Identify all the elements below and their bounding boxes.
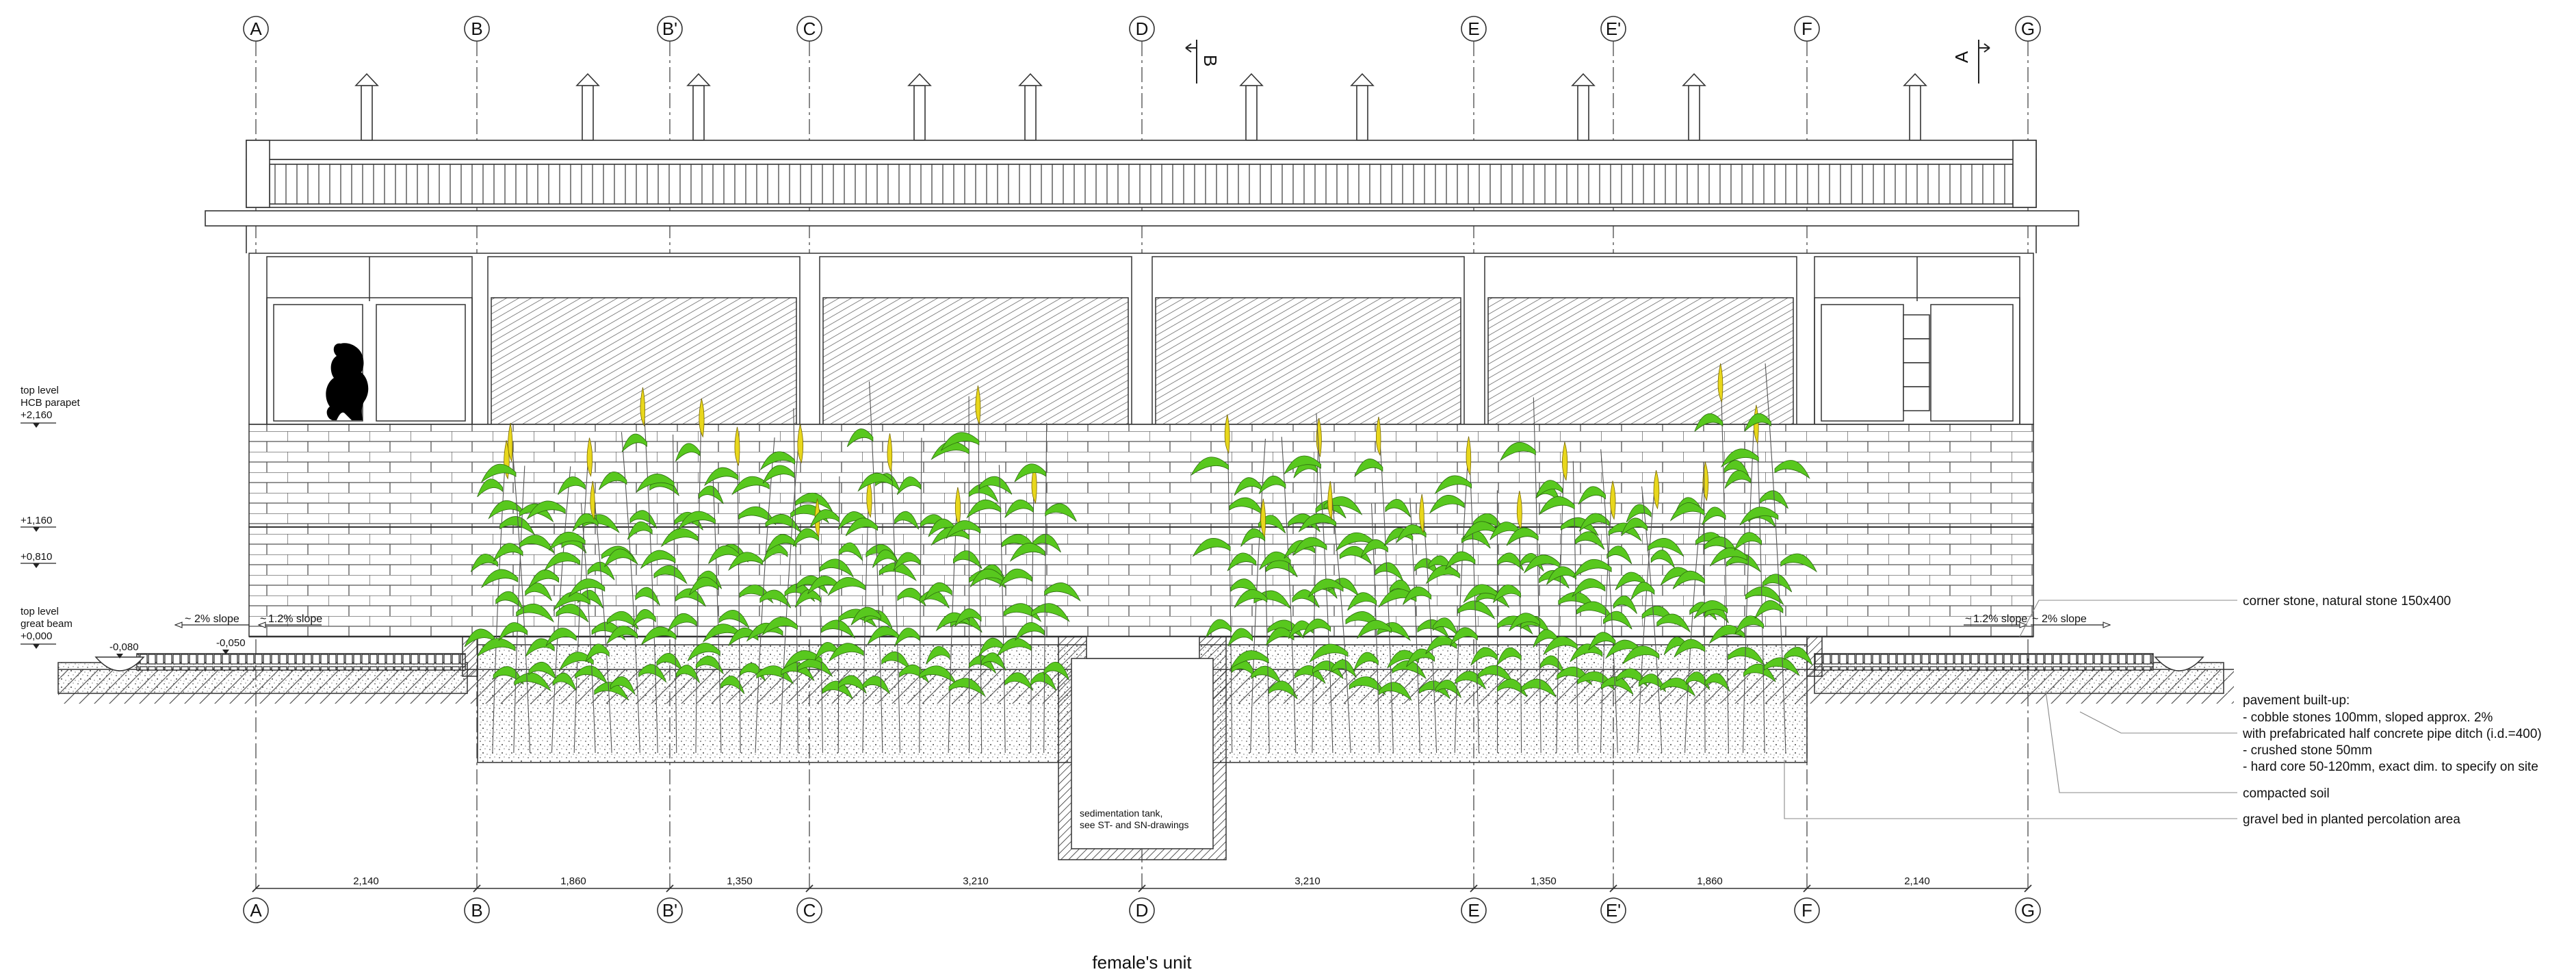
person-silhouette bbox=[326, 343, 369, 420]
dimension-a-b: 2,140 bbox=[353, 875, 379, 887]
svg-text:+1,160: +1,160 bbox=[21, 515, 52, 526]
grid-label-b-bottom: B bbox=[471, 900, 482, 921]
svg-text:2% slope: 2% slope bbox=[2042, 613, 2087, 625]
note-tank-2: see ST- and SN-drawings bbox=[1080, 819, 1189, 830]
note-gravel-bed: gravel bed in planted percolation area bbox=[2243, 812, 2460, 827]
level-ditch: -0,080 bbox=[109, 641, 139, 658]
note-compacted-soil: compacted soil bbox=[2243, 786, 2330, 801]
grid-labels-bottom: A B B' C D E E' F G bbox=[250, 900, 2035, 921]
svg-text:+0,000: +0,000 bbox=[21, 630, 52, 642]
dimension-d-e: 3,210 bbox=[1294, 875, 1320, 887]
grid-label-a-bottom: A bbox=[250, 900, 262, 921]
grid-label-b2-bottom: B' bbox=[662, 900, 677, 921]
note-pavement-title: pavement built-up: bbox=[2243, 693, 2350, 708]
level-great-beam: top level great beam +0,000 bbox=[21, 606, 73, 649]
grid-label-f: F bbox=[1801, 18, 1812, 39]
grid-label-c-bottom: C bbox=[803, 900, 816, 921]
roof-vents bbox=[354, 73, 1927, 141]
grid-label-g-bottom: G bbox=[2021, 900, 2035, 921]
svg-text:~: ~ bbox=[1965, 613, 1971, 625]
slope-left-inner: ~ 1.2% slope bbox=[257, 613, 322, 628]
grid-label-e-bottom: E bbox=[1468, 900, 1479, 921]
svg-text:2% slope: 2% slope bbox=[194, 613, 239, 625]
grid-label-d-bottom: D bbox=[1136, 900, 1149, 921]
svg-text:~: ~ bbox=[2032, 613, 2038, 625]
grid-label-g: G bbox=[2021, 18, 2035, 39]
dimension-e-e2: 1,350 bbox=[1531, 875, 1557, 887]
dimension-c-d: 3,210 bbox=[963, 875, 989, 887]
grid-label-a: A bbox=[250, 18, 262, 39]
grid-label-c: C bbox=[803, 18, 816, 39]
grid-label-e2-bottom: E' bbox=[1606, 900, 1621, 921]
svg-text:+2,160: +2,160 bbox=[21, 409, 52, 421]
note-pavement-1: - cobble stones 100mm, sloped approx. 2% bbox=[2243, 710, 2493, 725]
slope-annotations: ~ 2% slope ~ 1.2% slope ~ 1.2% slope ~ 2… bbox=[174, 613, 2111, 628]
section-marker-a: A bbox=[1951, 40, 1990, 84]
drawing-title: female's unit bbox=[1092, 952, 1192, 973]
roof-structure bbox=[205, 73, 2079, 253]
note-tank-1: sedimentation tank, bbox=[1080, 808, 1162, 819]
grid-label-b2: B' bbox=[662, 18, 677, 39]
svg-text:top level: top level bbox=[21, 385, 59, 396]
dimension-b2-c: 1,350 bbox=[727, 875, 753, 887]
level-markers: top level HCB parapet +2,160 +1,160 +0,8… bbox=[21, 385, 246, 658]
svg-text:-0,080: -0,080 bbox=[109, 641, 139, 653]
svg-text:-0,050: -0,050 bbox=[216, 637, 246, 649]
level-parapet: top level HCB parapet +2,160 bbox=[21, 385, 81, 428]
level-1160: +1,160 bbox=[21, 515, 56, 532]
grid-label-b: B bbox=[471, 18, 482, 39]
dimension-f-g: 2,140 bbox=[1904, 875, 1930, 887]
svg-text:great beam: great beam bbox=[21, 618, 73, 630]
grid-labels-top: A B B' C D E E' F G bbox=[250, 18, 2035, 39]
grid-bubbles-bottom bbox=[243, 897, 2041, 923]
slope-right-inner: ~ 1.2% slope bbox=[1964, 613, 2028, 628]
grid-label-e: E bbox=[1468, 18, 1479, 39]
svg-text:1.2% slope: 1.2% slope bbox=[1973, 613, 2027, 625]
svg-text:top level: top level bbox=[21, 606, 59, 617]
dimension-e2-f: 1,860 bbox=[1697, 875, 1723, 887]
section-label-b: B bbox=[1200, 55, 1221, 66]
level-810: +0,810 bbox=[21, 551, 56, 568]
dimension-b-b2: 1,860 bbox=[560, 875, 586, 887]
section-label-a: A bbox=[1951, 51, 1972, 63]
grid-label-d: D bbox=[1136, 18, 1149, 39]
section-marker-b: B bbox=[1185, 40, 1221, 84]
note-pavement-4: - hard core 50-120mm, exact dim. to spec… bbox=[2243, 760, 2538, 774]
grid-label-f-bottom: F bbox=[1801, 900, 1812, 921]
svg-text:~: ~ bbox=[185, 613, 191, 625]
note-pavement-3: - crushed stone 50mm bbox=[2243, 743, 2372, 758]
svg-text:1.2% slope: 1.2% slope bbox=[268, 613, 322, 625]
svg-text:+0,810: +0,810 bbox=[21, 551, 52, 563]
grid-bubbles-top bbox=[243, 16, 2041, 42]
leader-lines bbox=[1784, 600, 2237, 819]
note-pavement-2: with prefabricated half concrete pipe di… bbox=[2242, 727, 2542, 741]
svg-text:~: ~ bbox=[260, 613, 266, 625]
level-pavement: -0,050 bbox=[216, 637, 246, 654]
note-corner-stone: corner stone, natural stone 150x400 bbox=[2243, 594, 2451, 608]
sedimentation-tank bbox=[1058, 636, 1227, 860]
dimension-chain: 2,140 1,860 1,350 3,210 3,210 1,350 1,86… bbox=[252, 875, 2032, 893]
slope-right-outer: ~ 2% slope bbox=[2031, 613, 2111, 628]
planted-area bbox=[464, 363, 1818, 754]
wall-elevation bbox=[248, 253, 2034, 638]
annotations: corner stone, natural stone 150x400 pave… bbox=[1080, 594, 2542, 830]
slope-left-outer: ~ 2% slope bbox=[174, 613, 249, 628]
svg-text:HCB parapet: HCB parapet bbox=[21, 397, 81, 409]
grid-label-e2: E' bbox=[1606, 18, 1621, 39]
